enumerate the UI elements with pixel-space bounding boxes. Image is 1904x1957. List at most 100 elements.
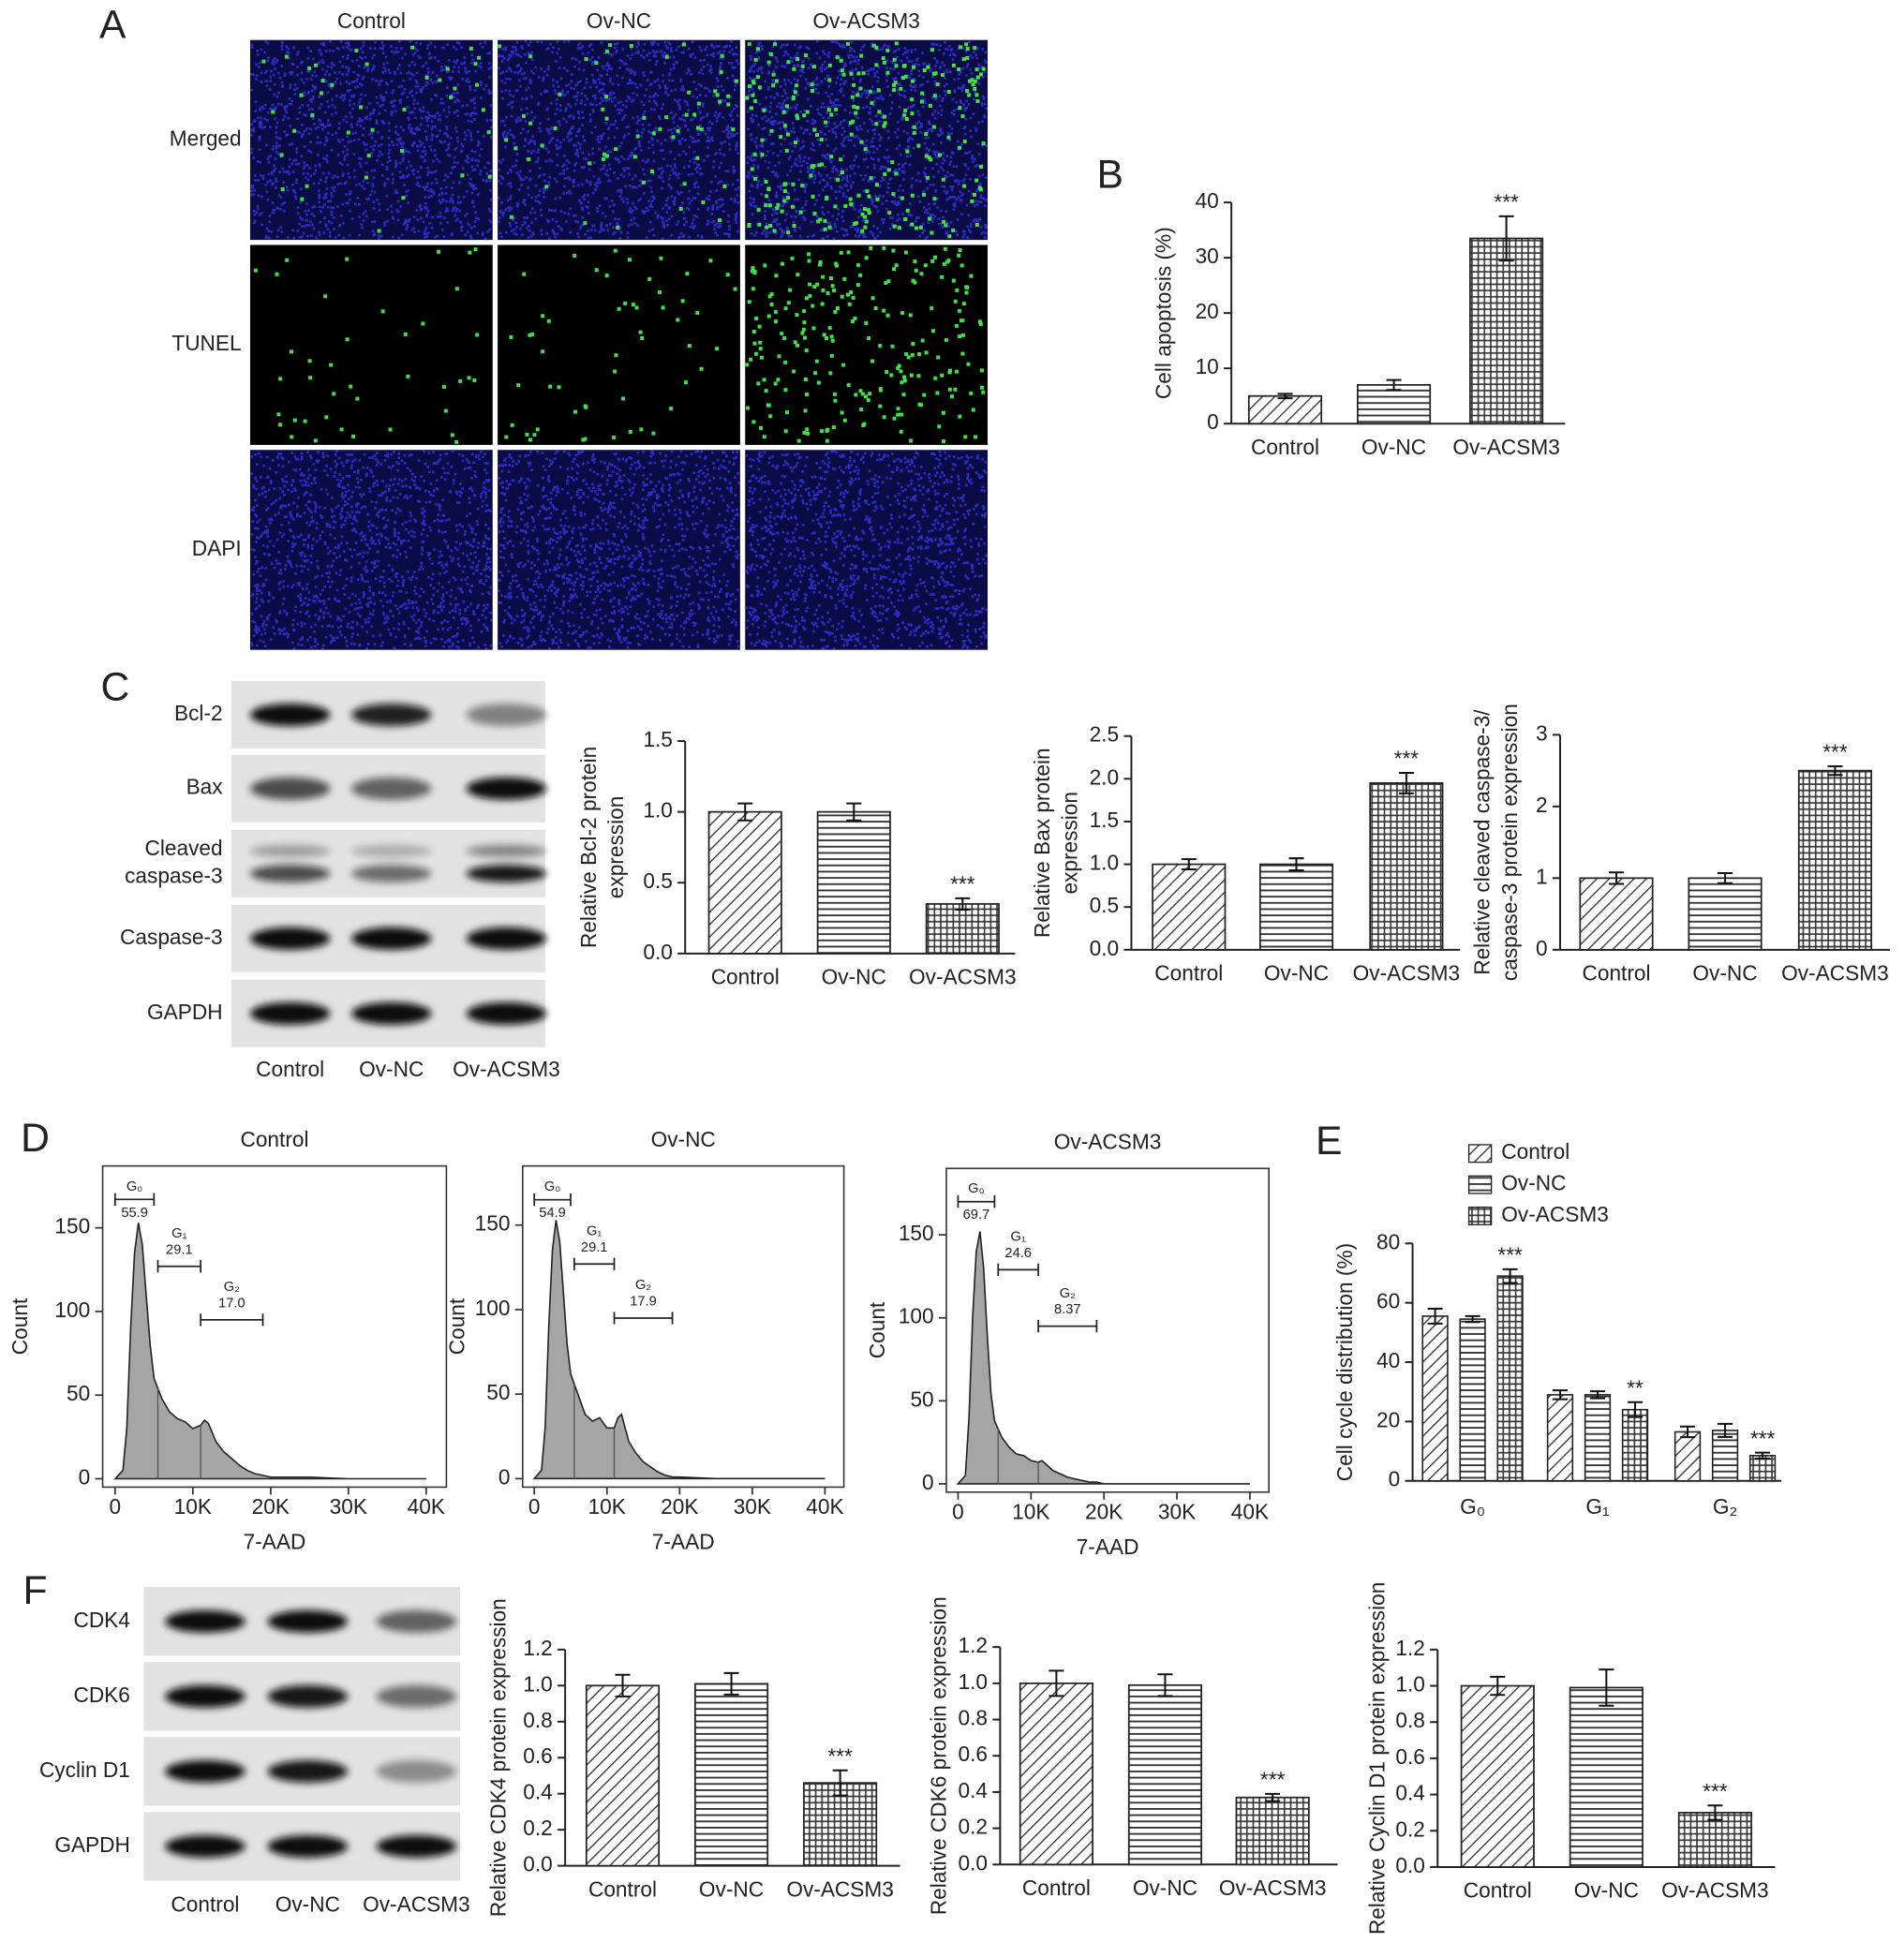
panel-letter: B xyxy=(1097,153,1123,198)
error-bar xyxy=(1490,1675,1506,1697)
tunel-dots xyxy=(745,245,986,444)
error-bar xyxy=(1599,1668,1614,1707)
legend-swatch xyxy=(1467,1144,1493,1164)
y-tick-label: 60 xyxy=(1376,1289,1400,1313)
y-tick-label: 80 xyxy=(1376,1229,1400,1253)
y-tick-label: 150 xyxy=(899,1221,934,1245)
y-tick-label: 0.0 xyxy=(643,940,673,964)
panel-letter: C xyxy=(100,665,129,710)
y-tick-label: 0 xyxy=(498,1464,511,1489)
y-tick-label: 0.5 xyxy=(643,868,673,893)
error-bar xyxy=(1465,1314,1480,1324)
gate xyxy=(997,1263,1039,1277)
bar xyxy=(1569,1686,1644,1868)
bar xyxy=(1421,1315,1449,1482)
gate-name: G₀ xyxy=(126,1179,142,1194)
x-tick-label: 30K xyxy=(330,1494,367,1519)
bar xyxy=(1469,237,1544,425)
micrograph xyxy=(745,245,989,445)
blot-band xyxy=(351,844,432,858)
x-tick-label: Ov-NC xyxy=(1574,1878,1639,1903)
blot-band xyxy=(466,865,547,882)
blot-band xyxy=(267,1684,349,1708)
y-axis-label: Relative CDK6 protein expression xyxy=(926,1596,950,1915)
y-tick-label: 0.4 xyxy=(959,1778,989,1802)
error-bar xyxy=(1707,1804,1723,1821)
bar xyxy=(1621,1408,1649,1482)
error-bar xyxy=(955,897,971,911)
y-axis-label: Relative Cyclin D1 protein expression xyxy=(1365,1582,1390,1935)
x-tick-label: Ov-ACSM3 xyxy=(1781,960,1889,985)
band-label: CDK4 xyxy=(73,1608,129,1632)
error-bar xyxy=(832,1769,848,1797)
band-label: GAPDH xyxy=(147,1000,223,1024)
x-tick-label: Ov-NC xyxy=(1692,960,1757,985)
y-tick-label: 100 xyxy=(54,1297,90,1322)
nuclei xyxy=(249,39,493,241)
significance: *** xyxy=(1703,1779,1728,1803)
x-tick-label: Control xyxy=(588,1876,657,1901)
x-tick-label: G₁ xyxy=(1585,1494,1610,1519)
gate-name: G₂ xyxy=(635,1278,651,1293)
blot-band xyxy=(466,927,547,950)
bar xyxy=(816,810,891,955)
gate-value: 29.1 xyxy=(581,1240,608,1255)
gate xyxy=(957,1195,996,1208)
legend-label: Control xyxy=(1501,1139,1569,1164)
gate-value: 55.9 xyxy=(121,1206,148,1221)
gate-value: 17.0 xyxy=(218,1296,245,1311)
micrograph xyxy=(498,39,740,241)
bar xyxy=(1459,1318,1486,1482)
x-tick-label: 10K xyxy=(174,1494,212,1519)
legend-swatch xyxy=(1467,1175,1493,1194)
chart-title: Control xyxy=(240,1127,308,1151)
x-tick-label: G₀ xyxy=(1460,1494,1485,1519)
error-bar xyxy=(1628,1401,1644,1418)
gate-name: G₀ xyxy=(968,1181,984,1196)
bar xyxy=(1584,1394,1612,1482)
bar xyxy=(1127,1683,1202,1866)
y-tick-label: 0.2 xyxy=(959,1815,989,1839)
y-tick-label: 0.5 xyxy=(1090,893,1120,917)
tunel-dots xyxy=(745,41,986,239)
y-tick-label: 50 xyxy=(67,1381,90,1405)
y-tick-label: 0.0 xyxy=(523,1852,553,1876)
lane-label: Ov-ACSM3 xyxy=(453,1057,560,1081)
y-tick-label: 0.6 xyxy=(523,1743,553,1768)
x-tick-label: 0 xyxy=(952,1499,964,1523)
blot-band xyxy=(351,865,432,882)
y-tick-label: 3 xyxy=(1536,720,1548,745)
y-tick-label: 0.0 xyxy=(1090,936,1120,960)
blot-band xyxy=(267,1609,349,1633)
blot-band xyxy=(267,1759,349,1783)
bar xyxy=(1688,877,1763,951)
significance: *** xyxy=(950,872,975,897)
error-bar xyxy=(1755,1451,1771,1460)
panel-letter: A xyxy=(99,3,126,48)
blot-band xyxy=(165,1834,245,1858)
x-tick-label: Ov-NC xyxy=(699,1876,764,1901)
band-label: Cyclin D1 xyxy=(39,1757,130,1782)
gate xyxy=(200,1313,264,1327)
blot-band xyxy=(165,1609,245,1633)
x-tick-label: Ov-ACSM3 xyxy=(786,1876,894,1901)
x-axis-label: 7-AAD xyxy=(652,1529,715,1553)
band-label: Cleaved xyxy=(145,836,223,860)
x-tick-label: Ov-ACSM3 xyxy=(909,964,1017,988)
chart-title: Ov-NC xyxy=(651,1127,716,1151)
row-label: DAPI xyxy=(192,536,242,560)
micrograph xyxy=(498,245,740,445)
gate-name: G₁ xyxy=(1011,1230,1026,1245)
gate xyxy=(573,1257,616,1270)
y-tick-label: 100 xyxy=(475,1296,511,1320)
band-label: caspase-3 xyxy=(125,863,223,887)
error-bar xyxy=(1386,378,1402,392)
gate-name: G₂ xyxy=(224,1280,240,1295)
bar xyxy=(1357,384,1432,425)
y-tick-label: 0.4 xyxy=(523,1780,553,1804)
x-tick-label: Ov-ACSM3 xyxy=(1219,1875,1327,1900)
error-bar xyxy=(737,802,753,822)
x-tick-label: 20K xyxy=(252,1494,290,1519)
lane-label: Ov-NC xyxy=(275,1891,340,1916)
